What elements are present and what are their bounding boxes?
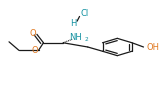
Text: OH: OH — [146, 42, 159, 52]
Text: NH: NH — [69, 33, 82, 42]
Text: 2: 2 — [85, 36, 89, 42]
Text: Cl: Cl — [81, 9, 89, 18]
Text: H: H — [70, 19, 76, 28]
Text: O: O — [32, 46, 38, 55]
Text: O: O — [30, 29, 37, 38]
